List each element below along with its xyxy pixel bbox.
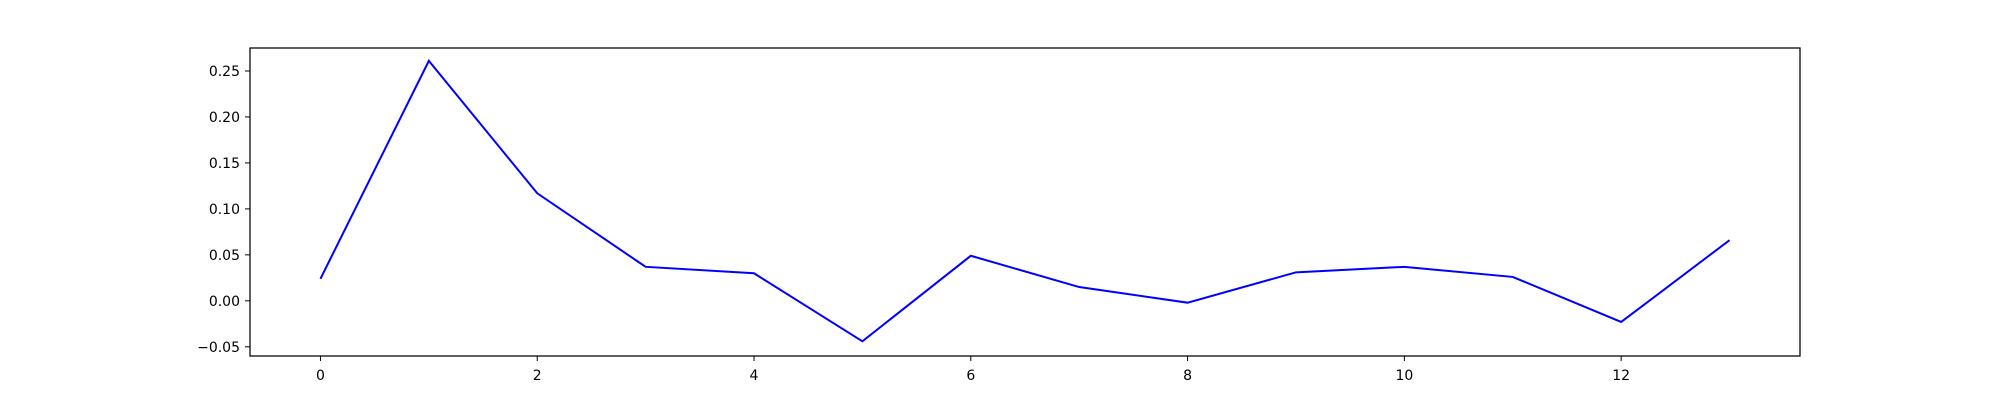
x-tick-label: 4: [750, 368, 759, 384]
y-tick-label: 0.10: [209, 202, 240, 218]
x-tick-label: 8: [1183, 368, 1192, 384]
x-tick-label: 6: [966, 368, 975, 384]
y-tick-label: 0.25: [209, 64, 240, 80]
plot-area: [250, 48, 1800, 356]
x-axis: 0 2 4 6 8 10 12: [316, 356, 1630, 384]
x-tick-label: 12: [1612, 368, 1630, 384]
series-line: [319, 59, 1731, 343]
y-tick-label: 0.00: [209, 294, 240, 310]
x-tick-label: 10: [1395, 368, 1413, 384]
y-tick-label: 0.20: [209, 110, 240, 126]
y-tick-label: 0.05: [209, 248, 240, 264]
series-layer: [319, 59, 1731, 343]
y-tick-label: −0.05: [197, 340, 240, 356]
plot-frame: [249, 47, 1801, 357]
y-tick-label: 0.15: [209, 156, 240, 172]
x-tick-label: 2: [533, 368, 542, 384]
y-axis: −0.05 0.00 0.05 0.10 0.15 0.20 0.25: [197, 64, 250, 356]
x-tick-label: 0: [316, 368, 325, 384]
